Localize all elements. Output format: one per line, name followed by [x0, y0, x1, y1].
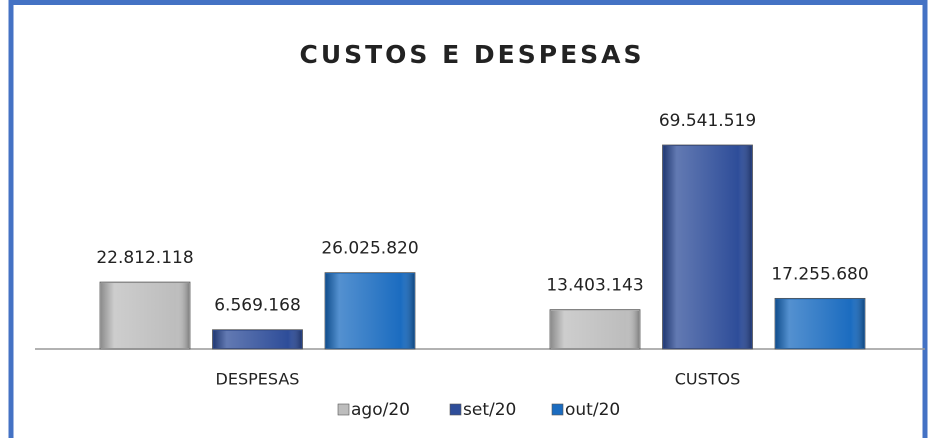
value-label: 13.403.143 — [546, 276, 643, 296]
legend-swatch — [449, 403, 462, 416]
value-label: 22.812.118 — [96, 248, 193, 268]
bar-shade — [776, 299, 864, 348]
value-label: 6.569.168 — [214, 296, 301, 316]
legend-swatch — [337, 403, 350, 416]
bar-shade — [213, 330, 302, 348]
value-label: 17.255.680 — [771, 264, 868, 284]
bar-shade — [663, 146, 752, 348]
legend-label: ago/20 — [351, 400, 410, 420]
x-tick-label: DESPESAS — [216, 370, 300, 389]
bar-shade — [101, 283, 189, 348]
chart-title: CUSTOS E DESPESAS — [299, 40, 644, 69]
value-label: 26.025.820 — [321, 239, 418, 259]
x-tick-label: CUSTOS — [675, 370, 741, 389]
legend-label: out/20 — [565, 400, 620, 420]
legend-label: set/20 — [463, 400, 516, 420]
value-label: 69.541.519 — [659, 111, 756, 131]
frame — [8, 0, 928, 438]
legend-swatch — [551, 403, 564, 416]
bar-shade — [326, 273, 414, 348]
bar-shade — [551, 310, 639, 348]
